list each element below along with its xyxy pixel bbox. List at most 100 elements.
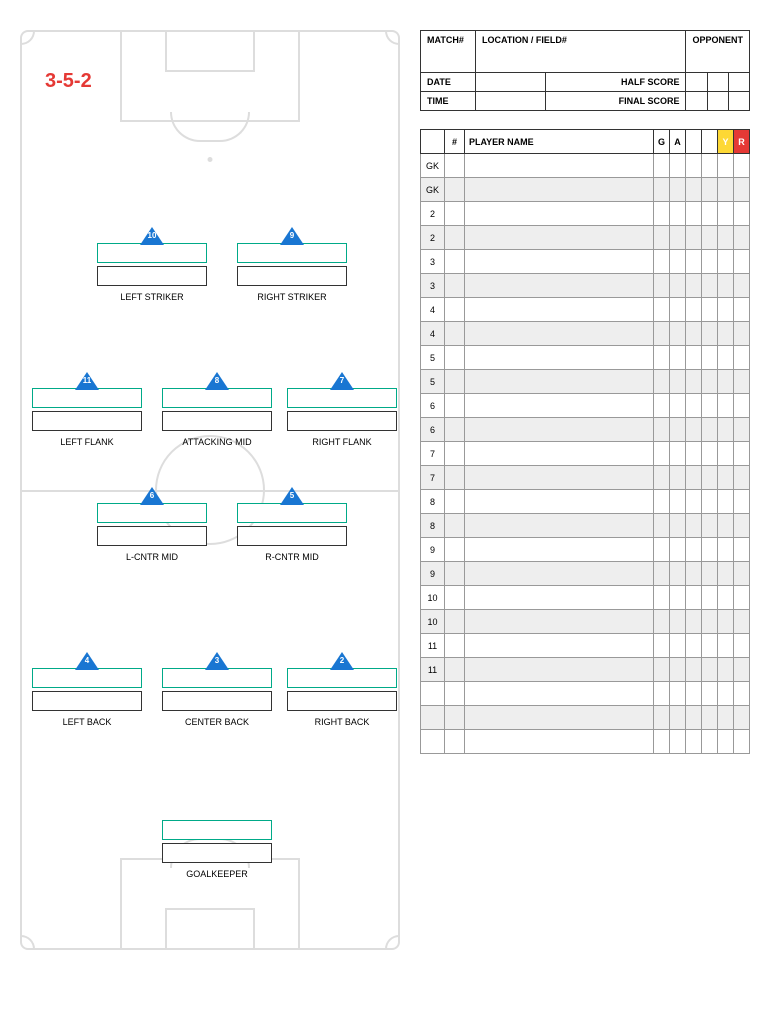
roster-num[interactable]	[445, 538, 465, 562]
roster-name[interactable]	[465, 178, 654, 202]
roster-a[interactable]	[670, 274, 686, 298]
roster-y[interactable]	[718, 586, 734, 610]
roster-g[interactable]	[653, 634, 669, 658]
roster-s1[interactable]	[686, 226, 702, 250]
roster-num[interactable]	[445, 490, 465, 514]
roster-name[interactable]	[465, 586, 654, 610]
player-name-input[interactable]	[97, 503, 207, 523]
roster-y[interactable]	[718, 346, 734, 370]
roster-s2[interactable]	[702, 442, 718, 466]
player-sub-input[interactable]	[97, 526, 207, 546]
roster-g[interactable]	[653, 682, 669, 706]
roster-s2[interactable]	[702, 394, 718, 418]
roster-a[interactable]	[670, 442, 686, 466]
player-sub-input[interactable]	[162, 691, 272, 711]
roster-g[interactable]	[653, 250, 669, 274]
roster-name[interactable]	[465, 442, 654, 466]
roster-g[interactable]	[653, 370, 669, 394]
roster-r[interactable]	[734, 586, 750, 610]
roster-name[interactable]	[465, 730, 654, 754]
roster-r[interactable]	[734, 298, 750, 322]
final-score-2[interactable]	[707, 92, 728, 111]
roster-s2[interactable]	[702, 322, 718, 346]
roster-s2[interactable]	[702, 250, 718, 274]
roster-s2[interactable]	[702, 658, 718, 682]
player-sub-input[interactable]	[287, 691, 397, 711]
roster-s2[interactable]	[702, 610, 718, 634]
roster-a[interactable]	[670, 562, 686, 586]
roster-g[interactable]	[653, 562, 669, 586]
roster-name[interactable]	[465, 490, 654, 514]
roster-num[interactable]	[445, 706, 465, 730]
roster-a[interactable]	[670, 370, 686, 394]
player-sub-input[interactable]	[32, 691, 142, 711]
roster-a[interactable]	[670, 730, 686, 754]
roster-name[interactable]	[465, 466, 654, 490]
roster-name[interactable]	[465, 226, 654, 250]
half-score-2[interactable]	[707, 73, 728, 92]
roster-g[interactable]	[653, 226, 669, 250]
roster-r[interactable]	[734, 178, 750, 202]
roster-y[interactable]	[718, 226, 734, 250]
roster-name[interactable]	[465, 538, 654, 562]
roster-s2[interactable]	[702, 202, 718, 226]
date-cell[interactable]	[476, 73, 546, 92]
roster-a[interactable]	[670, 154, 686, 178]
roster-r[interactable]	[734, 706, 750, 730]
roster-num[interactable]	[445, 178, 465, 202]
roster-s2[interactable]	[702, 586, 718, 610]
roster-y[interactable]	[718, 178, 734, 202]
roster-num[interactable]	[445, 442, 465, 466]
roster-name[interactable]	[465, 562, 654, 586]
roster-g[interactable]	[653, 346, 669, 370]
roster-s1[interactable]	[686, 322, 702, 346]
roster-s1[interactable]	[686, 466, 702, 490]
roster-num[interactable]	[445, 730, 465, 754]
roster-a[interactable]	[670, 658, 686, 682]
roster-r[interactable]	[734, 466, 750, 490]
roster-s1[interactable]	[686, 250, 702, 274]
player-name-input[interactable]	[32, 668, 142, 688]
roster-s2[interactable]	[702, 418, 718, 442]
roster-s1[interactable]	[686, 658, 702, 682]
roster-g[interactable]	[653, 466, 669, 490]
roster-y[interactable]	[718, 634, 734, 658]
roster-s1[interactable]	[686, 538, 702, 562]
roster-s1[interactable]	[686, 298, 702, 322]
roster-y[interactable]	[718, 538, 734, 562]
player-name-input[interactable]	[162, 820, 272, 840]
roster-s1[interactable]	[686, 490, 702, 514]
player-name-input[interactable]	[162, 388, 272, 408]
roster-y[interactable]	[718, 730, 734, 754]
roster-g[interactable]	[653, 730, 669, 754]
roster-r[interactable]	[734, 154, 750, 178]
roster-num[interactable]	[445, 274, 465, 298]
player-name-input[interactable]	[287, 668, 397, 688]
roster-a[interactable]	[670, 178, 686, 202]
roster-num[interactable]	[445, 418, 465, 442]
roster-g[interactable]	[653, 490, 669, 514]
roster-s2[interactable]	[702, 730, 718, 754]
roster-s1[interactable]	[686, 586, 702, 610]
roster-s1[interactable]	[686, 610, 702, 634]
roster-s2[interactable]	[702, 298, 718, 322]
roster-g[interactable]	[653, 706, 669, 730]
roster-name[interactable]	[465, 394, 654, 418]
roster-num[interactable]	[445, 226, 465, 250]
roster-y[interactable]	[718, 658, 734, 682]
roster-s2[interactable]	[702, 514, 718, 538]
roster-name[interactable]	[465, 658, 654, 682]
roster-name[interactable]	[465, 514, 654, 538]
roster-a[interactable]	[670, 490, 686, 514]
roster-name[interactable]	[465, 370, 654, 394]
roster-s1[interactable]	[686, 442, 702, 466]
roster-y[interactable]	[718, 682, 734, 706]
player-name-input[interactable]	[237, 243, 347, 263]
roster-name[interactable]	[465, 418, 654, 442]
roster-a[interactable]	[670, 250, 686, 274]
roster-name[interactable]	[465, 706, 654, 730]
player-sub-input[interactable]	[162, 843, 272, 863]
roster-g[interactable]	[653, 514, 669, 538]
roster-name[interactable]	[465, 274, 654, 298]
roster-r[interactable]	[734, 394, 750, 418]
